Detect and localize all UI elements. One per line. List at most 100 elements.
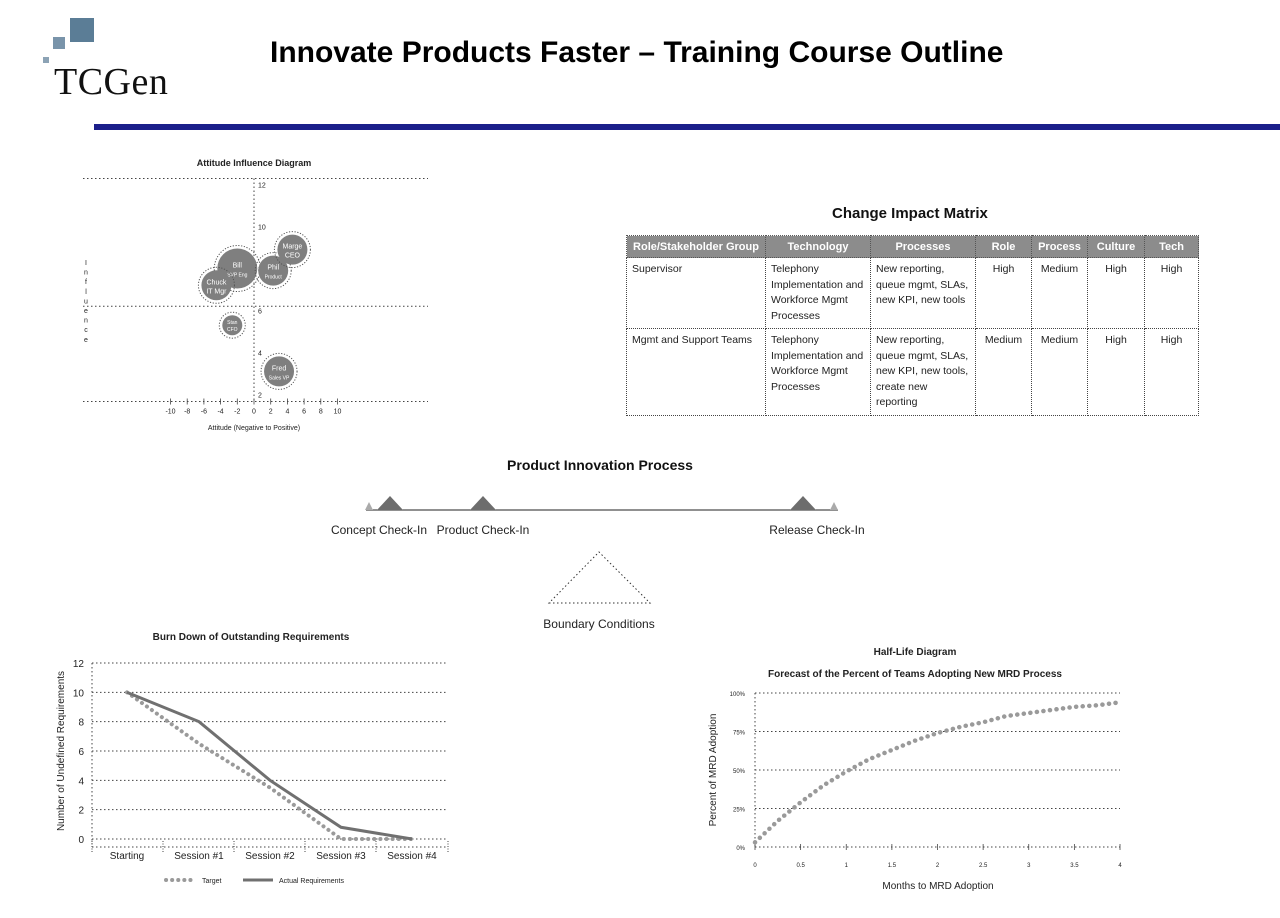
release-checkin-marker [790,496,816,510]
bubble-role: SVP Eng [227,273,247,279]
innovation-process-title: Product Innovation Process [507,457,693,473]
bubble-name: Phil [267,265,279,272]
burndown-x-tick: Session #2 [245,851,295,862]
matrix-cell-process: Medium [1031,328,1088,416]
burndown-title: Burn Down of Outstanding Requirements [153,632,350,643]
matrix-header-cell: Culture [1087,235,1145,258]
stakeholder-bubble-outline [273,231,311,269]
halflife-y-tick: 25% [733,808,746,814]
x-tick-label: -6 [201,409,207,416]
halflife-x-tick: 3.5 [1070,863,1079,869]
halflife-y-tick: 75% [733,731,746,737]
matrix-row: Supervisor Telephony Implementation and … [626,257,1199,329]
halflife-x-tick: 2.5 [979,863,988,869]
halflife-subtitle: Forecast of the Percent of Teams Adoptin… [768,669,1062,680]
bubble-role: CFO [227,327,238,333]
stakeholder-bubble [258,255,289,286]
attitude-y-label-letter: u [84,298,88,305]
halflife-x-tick: 0.5 [796,863,805,869]
boundary-triangle [547,551,652,604]
attitude-y-label-letter: n [84,270,88,277]
matrix-cell-group: Mgmt and Support Teams [626,328,766,416]
x-tick-label: -2 [234,409,240,416]
checkpoint-label: Product Check-In [437,523,530,537]
burndown-y-tick: 4 [78,776,84,787]
burndown-y-tick: 0 [78,835,84,846]
burndown-x-tick: Session #1 [174,851,224,862]
burndown-y-tick: 2 [78,806,84,817]
attitude-y-label-letter: n [84,318,88,325]
halflife-x-tick: 0 [753,863,757,869]
attitude-y-label-letter: e [84,337,88,344]
stakeholder-bubble [222,315,243,336]
x-tick-label: 6 [302,409,306,416]
burndown-y-tick: 10 [73,688,85,699]
burndown-y-tick: 12 [73,659,85,670]
bubble-name: Fred [272,365,287,372]
matrix-header-cell: Technology [765,235,871,258]
concept-checkin-marker [377,496,403,510]
matrix-cell-culture: High [1087,328,1145,416]
x-tick-label: 2 [269,409,273,416]
matrix-header-cell: Role/Stakeholder Group [626,235,766,258]
stakeholder-bubble [201,270,232,301]
stakeholder-bubble-outline [260,352,298,390]
attitude-y-label-letter: c [84,327,88,334]
matrix-header-row: Role/Stakeholder Group Technology Proces… [626,235,1199,258]
y-tick-label: 6 [258,309,262,316]
stakeholder-bubble-outline [254,252,292,290]
y-tick-label: 12 [258,183,266,190]
bubble-role: IT Mgr [206,288,227,295]
matrix-cell-technology: Telephony Implementation and Workforce M… [765,328,871,416]
burndown-y-label: Number of Undefined Requirements [56,671,67,831]
matrix-header-cell: Role [975,235,1032,258]
logo-square-large [70,18,94,42]
adoption-series-line [752,699,1123,845]
checkpoint-label: Release Check-In [769,523,864,537]
x-tick-label: -4 [217,409,223,416]
bubble-name: Marge [282,244,302,251]
change-matrix-title: Change Impact Matrix [832,205,988,222]
matrix-cell-processes: New reporting, queue mgmt, SLAs, new KPI… [870,328,976,416]
burndown-x-tick: Starting [110,851,144,862]
change-impact-matrix: Role/Stakeholder Group Technology Proces… [626,235,1199,416]
y-tick-label: 10 [258,225,266,232]
matrix-header-cell: Tech [1144,235,1199,258]
page-title: Innovate Products Faster – Training Cour… [270,36,1004,69]
logo-square-medium [53,37,65,49]
matrix-cell-role: Medium [975,328,1032,416]
halflife-x-tick: 1.5 [888,863,897,869]
y-tick-label: 4 [258,351,262,358]
halflife-y-tick: 0% [736,846,745,852]
matrix-cell-technology: Telephony Implementation and Workforce M… [765,257,871,329]
y-tick-label: 2 [258,393,262,400]
burndown-y-tick: 6 [78,747,84,758]
product-checkin-marker [470,496,496,510]
matrix-cell-tech: High [1144,328,1199,416]
matrix-cell-culture: High [1087,257,1145,329]
bubble-role: Sales VP [269,375,290,381]
x-tick-label: -10 [165,409,175,416]
bubble-role: CEO [285,253,301,260]
halflife-x-tick: 4 [1118,863,1122,869]
boundary-conditions-label: Boundary Conditions [543,617,654,631]
bubble-name: Chuck [207,279,227,286]
attitude-y-label-letter: f [85,279,87,286]
halflife-y-label: Percent of MRD Adoption [708,714,719,827]
matrix-header-cell: Process [1031,235,1088,258]
halflife-y-tick: 100% [730,692,746,698]
halflife-y-tick: 50% [733,769,746,775]
logo-square-small [43,57,49,63]
timeline-end-marker [830,502,838,510]
stakeholder-bubble-outline [197,266,235,304]
matrix-cell-process: Medium [1031,257,1088,329]
halflife-x-label: Months to MRD Adoption [882,881,993,892]
halflife-x-tick: 1 [845,863,849,869]
matrix-cell-tech: High [1144,257,1199,329]
timeline-start-marker [365,502,373,510]
matrix-cell-processes: New reporting, queue mgmt, SLAs, new KPI… [870,257,976,329]
tcgen-logo: TCGen [40,16,190,106]
bubble-name: Stan [227,320,238,326]
attitude-diagram-title: Attitude Influence Diagram [197,158,312,168]
